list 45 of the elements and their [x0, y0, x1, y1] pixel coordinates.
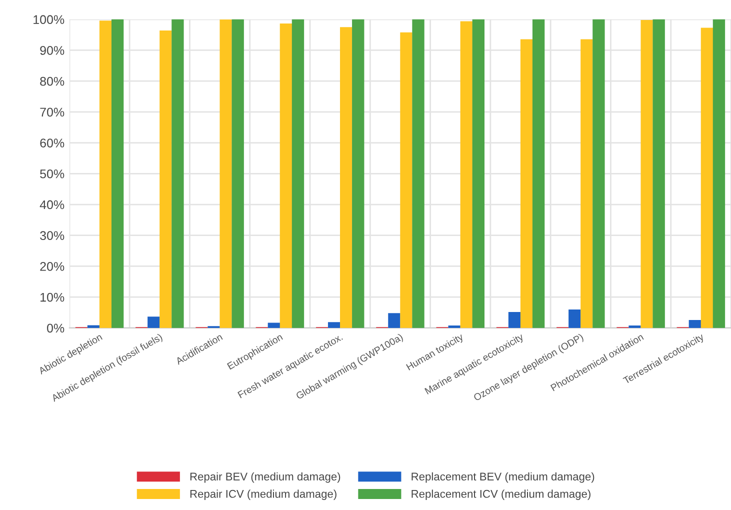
y-tick-label: 40%	[40, 200, 64, 210]
bar	[292, 19, 304, 328]
bar	[412, 19, 424, 328]
y-tick-label: 30%	[40, 231, 64, 240]
bar	[111, 19, 124, 328]
bar	[700, 28, 714, 328]
bar	[580, 39, 593, 328]
bar	[220, 19, 232, 328]
bar	[172, 19, 184, 328]
bar	[712, 19, 726, 328]
bar	[460, 21, 472, 328]
bar	[520, 39, 533, 328]
legend-label: Replacement ICV (medium damage)	[412, 490, 590, 500]
bar	[87, 325, 100, 328]
bar	[99, 20, 112, 328]
bar	[400, 32, 412, 328]
y-tick-label: 100%	[34, 15, 64, 24]
y-tick-label: 80%	[40, 76, 64, 86]
bar	[352, 19, 364, 328]
bar	[328, 322, 340, 328]
bar	[508, 312, 521, 328]
y-tick-label: 70%	[40, 108, 64, 117]
bar	[280, 23, 292, 328]
bar	[568, 309, 581, 328]
y-tick-label: 0%	[47, 324, 64, 333]
y-tick-label: 20%	[40, 262, 64, 271]
bar	[388, 313, 400, 328]
bar	[592, 19, 605, 328]
bar	[232, 19, 244, 328]
bar	[148, 316, 160, 328]
legend-label: Replacement BEV (medium damage)	[412, 472, 594, 483]
bar	[688, 320, 702, 328]
bar	[640, 20, 653, 328]
bar	[340, 27, 352, 328]
bar	[532, 19, 545, 328]
y-tick-label: 50%	[40, 169, 64, 178]
legend-label: Repair BEV (medium damage)	[190, 472, 340, 483]
legend-label: Repair ICV (medium damage)	[190, 490, 336, 500]
y-tick-label: 90%	[40, 46, 64, 55]
y-tick-label: 60%	[40, 138, 64, 148]
bar	[268, 322, 280, 328]
y-tick-label: 10%	[40, 292, 64, 302]
bar	[472, 19, 484, 328]
bar	[160, 30, 172, 328]
bar	[652, 19, 665, 328]
